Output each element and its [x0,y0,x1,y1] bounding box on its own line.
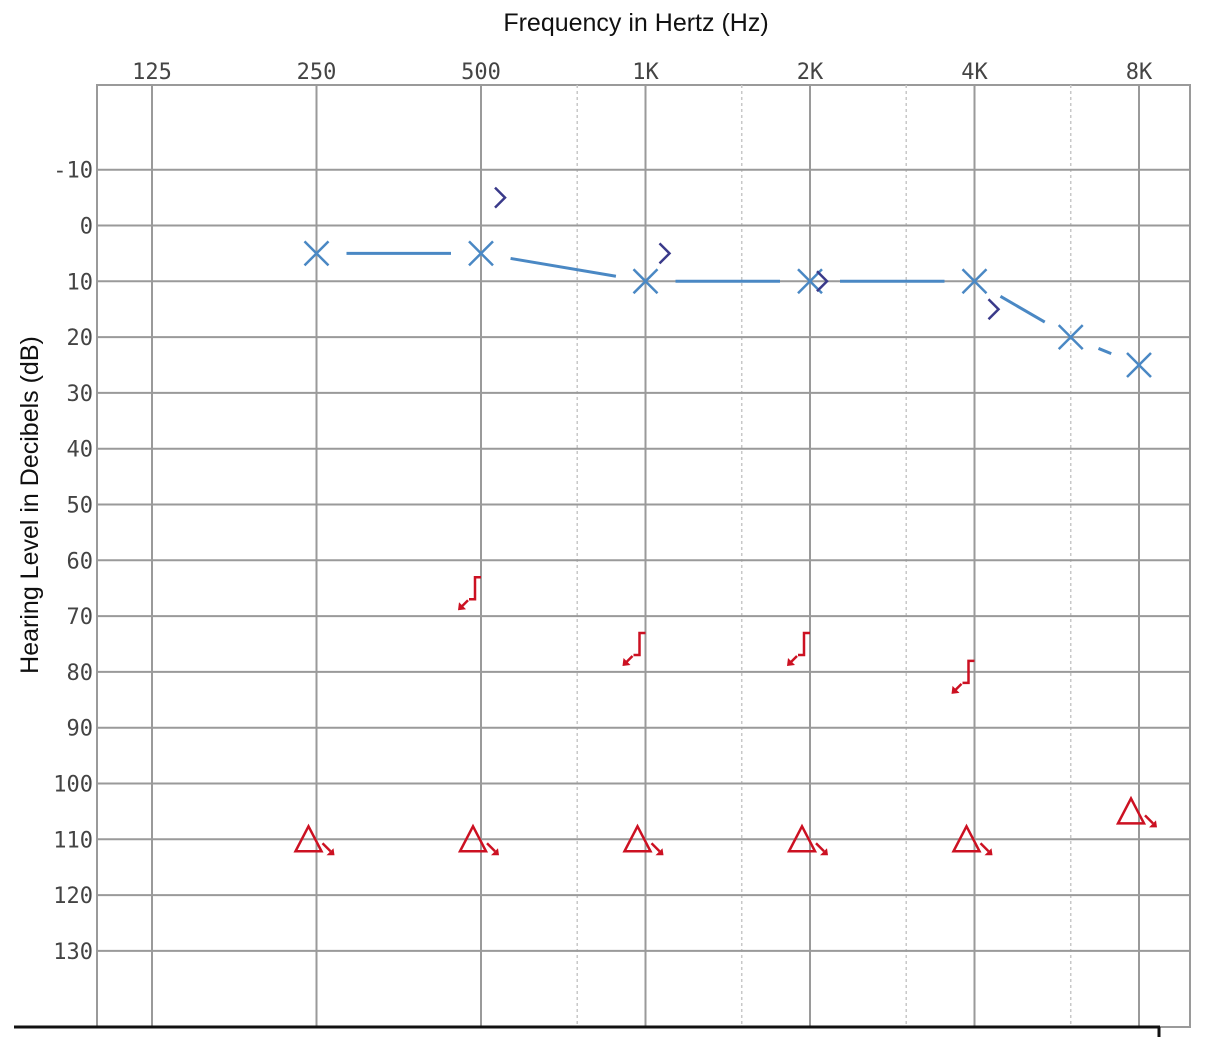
y-tick-label: 60 [67,549,94,574]
arrow-marker [787,658,795,666]
x-tick-label: 8K [1126,60,1153,85]
x-tick-label: 500 [461,60,501,85]
triangle-marker [1115,795,1147,825]
y-tick-label: 80 [67,661,94,686]
y-tick-label: 20 [67,326,94,351]
bracket-marker [658,242,672,265]
triangle-marker [457,823,489,853]
series-group [293,795,1157,856]
y-tick-labels: -10 0 10 20 30 40 50 60 70 80 90 100 110 120 130 [53,159,93,965]
series-line-segment [1097,347,1112,356]
triangle-marker [786,823,818,853]
x-tick-label: 250 [297,60,337,85]
arrow-marker [458,602,466,611]
arrow-marker [321,842,332,853]
y-tick-label: 110 [53,828,93,853]
x-tick-label: 125 [132,60,172,85]
y-tick-label: 70 [67,605,94,630]
arrow-marker [650,842,661,853]
x-tick-labels: 125 250 500 1K 2K 4K 8K [132,60,1153,85]
x-axis-title: Frequency in Hertz (Hz) [503,9,768,37]
y-tick-label: 0 [80,215,93,240]
y-tick-label: 30 [67,382,94,407]
y-tick-label: -10 [53,159,93,184]
x-marker [303,240,330,267]
y-tick-label: 130 [53,940,93,965]
x-tick-label: 1K [632,60,659,85]
x-marker [468,240,494,267]
triangle-marker [951,823,982,853]
arrow-marker [491,848,499,856]
y-axis-title: Hearing Level in Decibels (dB) [16,336,44,674]
x-marker [961,268,988,295]
x-tick-label: 4K [961,60,988,85]
bracket-marker [962,659,975,685]
bracket-marker [494,186,507,209]
series-line-segment [999,295,1046,324]
arrow-marker [326,848,335,856]
arrow-marker [655,848,664,856]
y-tick-label: 50 [67,494,94,519]
bracket-marker [469,575,481,601]
arrow-marker [1144,814,1154,825]
bracket-marker [816,270,829,293]
series-group [303,240,1152,378]
arrow-marker [815,842,825,853]
series-group [494,186,1001,321]
x-tick-label: 2K [797,60,824,85]
bracket-marker [633,631,646,657]
arrow-marker [820,848,828,856]
x-marker [632,268,659,295]
y-tick-label: 120 [53,884,93,909]
series-group [458,575,975,694]
y-tick-label: 90 [67,717,94,742]
x-marker [1057,324,1084,350]
arrow-marker [951,685,960,694]
series-line-segment [510,256,617,278]
series-layer [293,186,1157,856]
x-marker [1126,352,1152,378]
bracket-marker [987,298,1001,321]
triangle-marker [293,823,324,853]
y-tick-label: 40 [67,438,94,463]
arrow-marker [979,842,990,853]
bracket-marker [798,631,810,657]
y-tick-label: 100 [53,773,93,798]
arrow-marker [984,848,993,856]
triangle-marker [622,823,653,853]
grid [96,84,1191,1028]
arrow-marker [622,658,631,666]
arrow-marker [1149,820,1157,828]
y-tick-label: 10 [67,270,94,295]
arrow-marker [486,842,496,853]
